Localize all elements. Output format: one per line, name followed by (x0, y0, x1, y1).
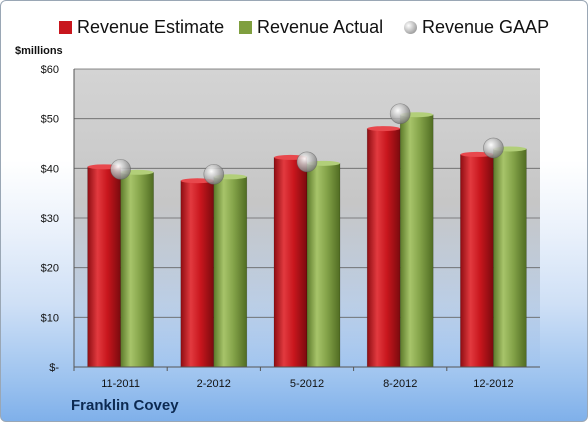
y-axis-unit-label: $millions (15, 45, 63, 57)
x-tick-label: 5-2012 (290, 378, 324, 390)
marker-revenue-gaap (203, 163, 225, 185)
bar-top-revenue-estimate (367, 126, 401, 132)
y-tick-label: $- (49, 362, 59, 374)
marker-revenue-gaap (110, 158, 131, 180)
marker-revenue-gaap (389, 103, 411, 125)
bar-revenue-actual (213, 176, 248, 368)
y-tick-label: $20 (41, 263, 59, 275)
legend-label-revenue-estimate: Revenue Estimate (77, 17, 225, 37)
company-name: Franklin Covey (71, 397, 179, 414)
bar-revenue-actual (306, 163, 341, 368)
bar-revenue-actual (493, 148, 527, 368)
x-tick-label: 8-2012 (383, 378, 417, 390)
bar-revenue-estimate (180, 180, 215, 368)
bar-revenue-actual (399, 114, 434, 368)
bar-revenue-actual (120, 172, 154, 368)
bar-revenue-estimate (273, 157, 308, 368)
x-tick-label: 12-2012 (473, 378, 513, 390)
bar-revenue-estimate (460, 154, 494, 368)
legend-swatch-revenue-actual (239, 21, 252, 34)
legend-label-revenue-actual: Revenue Actual (257, 17, 384, 37)
x-tick-label: 11-2011 (101, 378, 140, 390)
bar-revenue-estimate (366, 128, 401, 368)
y-tick-label: $10 (41, 312, 59, 324)
y-tick-label: $30 (41, 213, 59, 225)
legend-swatch-revenue-gaap (404, 21, 417, 34)
x-tick-label: 2-2012 (197, 378, 231, 390)
y-tick-label: $60 (41, 64, 59, 76)
marker-revenue-gaap (483, 137, 504, 159)
legend-label-revenue-gaap: Revenue GAAP (422, 17, 550, 37)
legend-swatch-revenue-estimate (59, 21, 72, 34)
y-tick-label: $50 (41, 114, 59, 126)
bar-revenue-estimate (87, 166, 121, 368)
y-tick-label: $40 (41, 163, 59, 175)
marker-revenue-gaap (296, 151, 318, 173)
